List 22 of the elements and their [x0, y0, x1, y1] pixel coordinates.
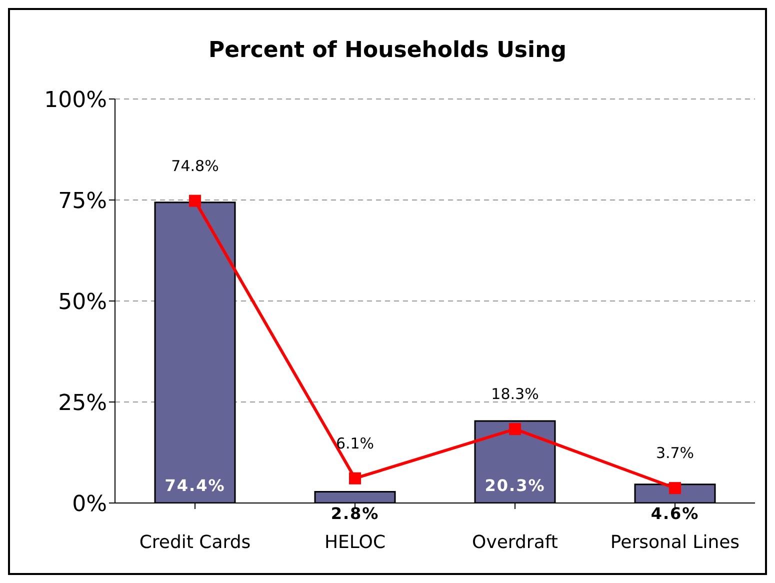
x-tick-label: Credit Cards: [139, 532, 251, 553]
point: [509, 423, 521, 436]
x-tick-label: Personal Lines: [610, 532, 740, 553]
data-label: 2.8%: [330, 504, 380, 523]
point: [189, 194, 201, 207]
x-tick-label: HELOC: [324, 532, 386, 553]
y-tick-label: 75%: [58, 188, 107, 214]
y-tick-label: 100%: [44, 88, 107, 113]
point: [669, 482, 681, 494]
data-label: 6.1%: [336, 434, 374, 452]
data-label: 18.3%: [491, 385, 539, 404]
chart-title: Percent of Households Using: [208, 38, 568, 63]
y-tick-label: 25%: [58, 390, 107, 416]
y-tick-label: 50%: [58, 290, 107, 315]
data-label: 74.8%: [171, 156, 219, 175]
data-label: 3.7%: [656, 444, 694, 462]
data-label: 4.6%: [650, 504, 700, 523]
x-tick-label: Overdraft: [472, 532, 558, 553]
y-tick-label: 0%: [72, 492, 107, 517]
point: [349, 472, 361, 484]
data-label: 20.3%: [484, 476, 546, 495]
data-label: 74.4%: [164, 476, 226, 495]
